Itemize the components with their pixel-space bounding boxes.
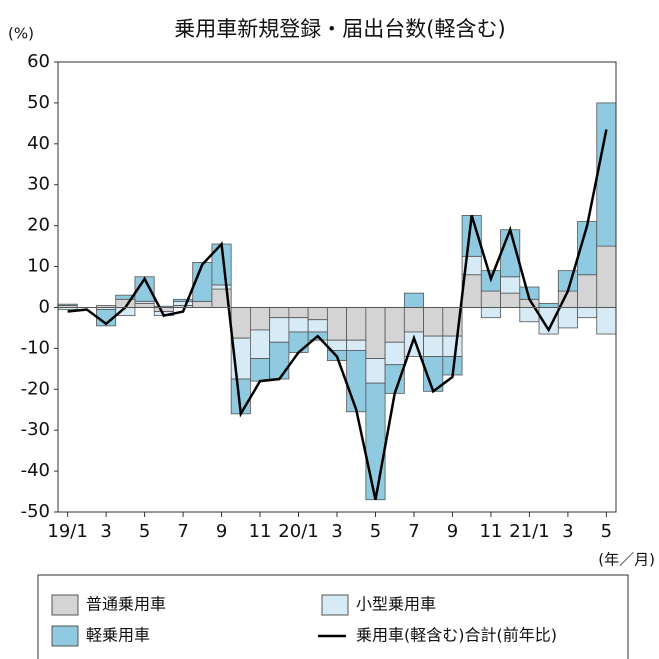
legend-label: 乗用車(軽含む)合計(前年比) bbox=[356, 626, 557, 645]
bar-segment bbox=[500, 276, 521, 294]
x-tick-label: 5 bbox=[601, 521, 612, 542]
bar-segment bbox=[307, 319, 328, 333]
bar-segment bbox=[365, 358, 386, 384]
bar-segment bbox=[250, 358, 271, 382]
x-tick-label: 11 bbox=[249, 521, 272, 542]
bar-segment bbox=[153, 307, 174, 312]
y-tick-label: 20 bbox=[27, 215, 50, 236]
bar-segment bbox=[57, 303, 78, 306]
bar-segment bbox=[423, 335, 444, 357]
bar-segment bbox=[173, 300, 194, 306]
bar-segment bbox=[173, 298, 194, 302]
y-tick-label: -10 bbox=[21, 337, 50, 358]
bar-segment bbox=[346, 307, 367, 341]
legend-box bbox=[37, 574, 629, 659]
bar-segment bbox=[403, 292, 424, 308]
x-tick-label: 5 bbox=[370, 521, 381, 542]
bar-segment bbox=[596, 245, 617, 308]
legend-label: 軽乗用車 bbox=[86, 626, 150, 645]
bar-segment bbox=[269, 307, 290, 319]
chart-title: 乗用車新規登録・届出台数(軽含む) bbox=[174, 17, 505, 41]
bar-segment bbox=[480, 307, 501, 319]
bar-segment bbox=[307, 307, 328, 321]
bar-segment bbox=[577, 274, 598, 308]
x-tick-label: 19/1 bbox=[47, 521, 87, 542]
legend-swatch bbox=[51, 594, 79, 616]
y-tick-label: -30 bbox=[21, 419, 50, 440]
x-unit-label: (年／月) bbox=[598, 551, 655, 569]
y-tick-label: -50 bbox=[21, 501, 50, 522]
bar-segment bbox=[538, 302, 559, 308]
x-tick-label: 20/1 bbox=[278, 521, 318, 542]
bar-segment bbox=[596, 102, 617, 247]
x-tick-label: 7 bbox=[177, 521, 188, 542]
bar-segment bbox=[480, 290, 501, 308]
bar-segment bbox=[403, 307, 424, 333]
legend-label: 小型乗用車 bbox=[356, 595, 436, 614]
bar-segment bbox=[384, 307, 405, 343]
bar-segment bbox=[230, 307, 251, 339]
x-tick-label: 7 bbox=[408, 521, 419, 542]
x-tick-label: 9 bbox=[447, 521, 458, 542]
x-tick-label: 3 bbox=[331, 521, 342, 542]
y-tick-label: 60 bbox=[27, 51, 50, 72]
bar-segment bbox=[384, 364, 405, 394]
y-tick-label: -40 bbox=[21, 460, 50, 481]
y-tick-label: 10 bbox=[27, 256, 50, 277]
legend-swatch bbox=[321, 594, 349, 616]
legend-label: 普通乗用車 bbox=[86, 595, 166, 614]
bar-segment bbox=[250, 307, 271, 331]
x-tick-label: 5 bbox=[139, 521, 150, 542]
bar-segment bbox=[269, 317, 290, 343]
bar-segment bbox=[288, 307, 309, 319]
y-tick-label: 50 bbox=[27, 92, 50, 113]
y-tick-label: -20 bbox=[21, 378, 50, 399]
bar-segment bbox=[557, 307, 578, 329]
bar-segment bbox=[577, 307, 598, 319]
y-tick-label: 0 bbox=[39, 296, 50, 317]
bar-segment bbox=[346, 339, 367, 351]
bar-segment bbox=[596, 307, 617, 335]
bar-segment bbox=[250, 329, 271, 359]
x-tick-label: 11 bbox=[479, 521, 502, 542]
bar-segment bbox=[326, 307, 348, 341]
total-line bbox=[67, 129, 608, 500]
bar-segment bbox=[442, 335, 463, 357]
bar-segment bbox=[346, 350, 367, 413]
bar-segment bbox=[384, 341, 405, 366]
legend-swatch bbox=[51, 625, 79, 647]
bar-segment bbox=[192, 300, 213, 308]
x-tick-label: 3 bbox=[562, 521, 573, 542]
x-tick-label: 21/1 bbox=[509, 521, 549, 542]
bar-segment bbox=[365, 382, 386, 501]
bar-segment bbox=[269, 341, 290, 380]
y-tick-label: 30 bbox=[27, 174, 50, 195]
bar-segment bbox=[500, 292, 521, 308]
bar-segment bbox=[288, 331, 309, 353]
bar-segment bbox=[134, 302, 155, 308]
y-tick-label: 40 bbox=[27, 133, 50, 154]
x-tick-label: 3 bbox=[100, 521, 111, 542]
bar-segment bbox=[288, 317, 309, 333]
bar-segment bbox=[365, 307, 386, 359]
y-unit-label: (%) bbox=[8, 25, 34, 43]
bar-segment bbox=[423, 307, 444, 337]
x-tick-label: 9 bbox=[216, 521, 227, 542]
bar-segment bbox=[211, 284, 232, 290]
